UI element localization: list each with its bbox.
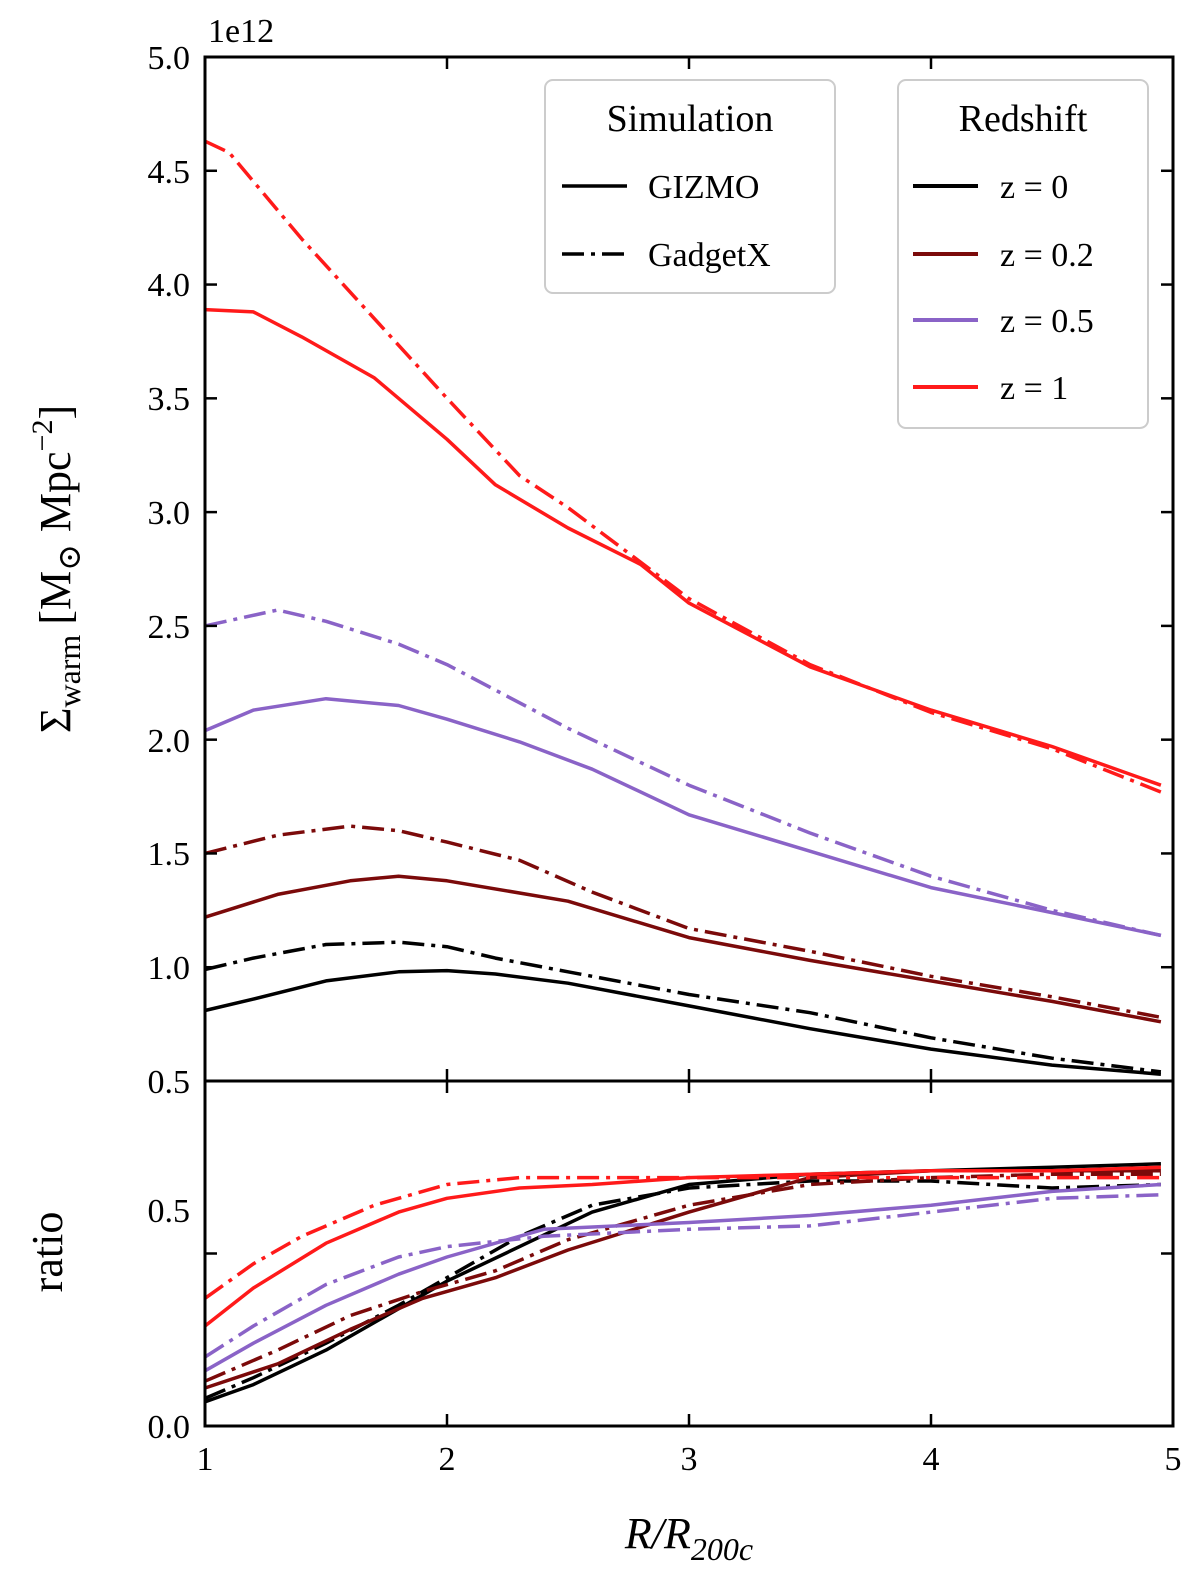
legend-z02-label: z = 0.2 [1000,237,1094,274]
bottom-series-z-0-gizmo [204,1162,1161,1404]
ylabel-close: ] [31,405,80,420]
y-tick-label: 0.5 [148,1064,191,1101]
top-series-z-1-gadgetx [204,139,1162,794]
legend-simulation-box [544,79,836,294]
ylabel-units: [M [31,571,80,625]
top-y-tick-labels: 0.5 1.0 1.5 2.0 2.5 3.0 3.5 4.0 4.5 5.0 [148,40,191,1101]
top-panel-series [204,139,1162,1076]
bottom-y-axis-label: ratio [23,1212,72,1293]
ylabel-odot: ⊙ [51,544,87,571]
bottom-series-z-1-gizmo [203,1165,1161,1328]
y-tick-label: 0.0 [148,1409,191,1446]
bottom-series-z-1-gadgetx [203,1175,1161,1300]
y-tick-label: 3.5 [148,381,191,418]
xlabel-main: R/R [624,1509,691,1558]
y-tick-label: 0.5 [148,1193,191,1230]
legend-z05-label: z = 0.5 [1000,303,1094,340]
y-tick-label: 1.5 [148,836,191,873]
bottom-series-z-0-5-gizmo [204,1182,1162,1373]
top-series-z-0-2-gizmo [204,874,1162,1024]
legend-simulation-title: Simulation [607,98,774,140]
y-tick-label: 1.0 [148,950,191,987]
y-tick-label: 3.0 [148,495,191,532]
offset-text: 1e12 [208,13,274,50]
legend-z0-label: z = 0 [1000,169,1068,206]
y-tick-label: 2.5 [148,609,191,646]
legend-gizmo-label: GIZMO [648,169,759,206]
y-tick-label: 2.0 [148,723,191,760]
bottom-series-z-0-2-gadgetx [204,1172,1161,1383]
bottom-y-tick-labels: 0.0 0.5 [148,1193,191,1446]
xlabel-sub: 200c [691,1531,753,1567]
ylabel-exp: −2 [26,420,59,452]
top-series-z-1-gizmo [204,307,1162,787]
y-tick-label: 4.5 [148,154,191,191]
x-tick-label: 5 [1165,1441,1182,1478]
bottom-panel-frame [203,1079,1175,1428]
legend-simulation: Simulation GIZMO GadgetX [544,79,836,294]
legend-redshift-box [897,79,1149,429]
x-tick-labels: 1 2 3 4 5 [197,1441,1182,1478]
ylabel-symbol: Σ [31,708,80,734]
legend-z1-label: z = 1 [1000,370,1068,407]
legend-redshift-title: Redshift [959,98,1088,140]
top-series-z-0-gadgetx [204,940,1162,1074]
x-axis-label: R/R200c [624,1509,753,1567]
legend-gadgetx-label: GadgetX [648,237,771,274]
bottom-series-z-0-5-gadgetx [204,1193,1161,1359]
ylabel-units2: Mpc [31,451,80,532]
top-y-axis-label: Σwarm [M⊙ Mpc−2] [26,405,87,733]
x-tick-label: 3 [681,1441,698,1478]
top-series-z-0-2-gadgetx [204,824,1162,1020]
top-series-z-0-gizmo [204,968,1162,1076]
bottom-panel-series [203,1162,1162,1404]
x-tick-label: 2 [439,1441,456,1478]
top-series-z-0-5-gadgetx [204,608,1162,938]
y-tick-label: 5.0 [148,40,191,77]
top-series-z-0-5-gizmo [204,696,1162,938]
axis-ticks [203,55,1175,1428]
ylabel-sub: warm [51,635,87,708]
x-tick-label: 1 [197,1441,214,1478]
x-tick-label: 4 [923,1441,940,1478]
y-tick-label: 4.0 [148,267,191,304]
legend-redshift: Redshift z = 0 z = 0.2 z = 0.5 z = 1 [897,79,1149,429]
